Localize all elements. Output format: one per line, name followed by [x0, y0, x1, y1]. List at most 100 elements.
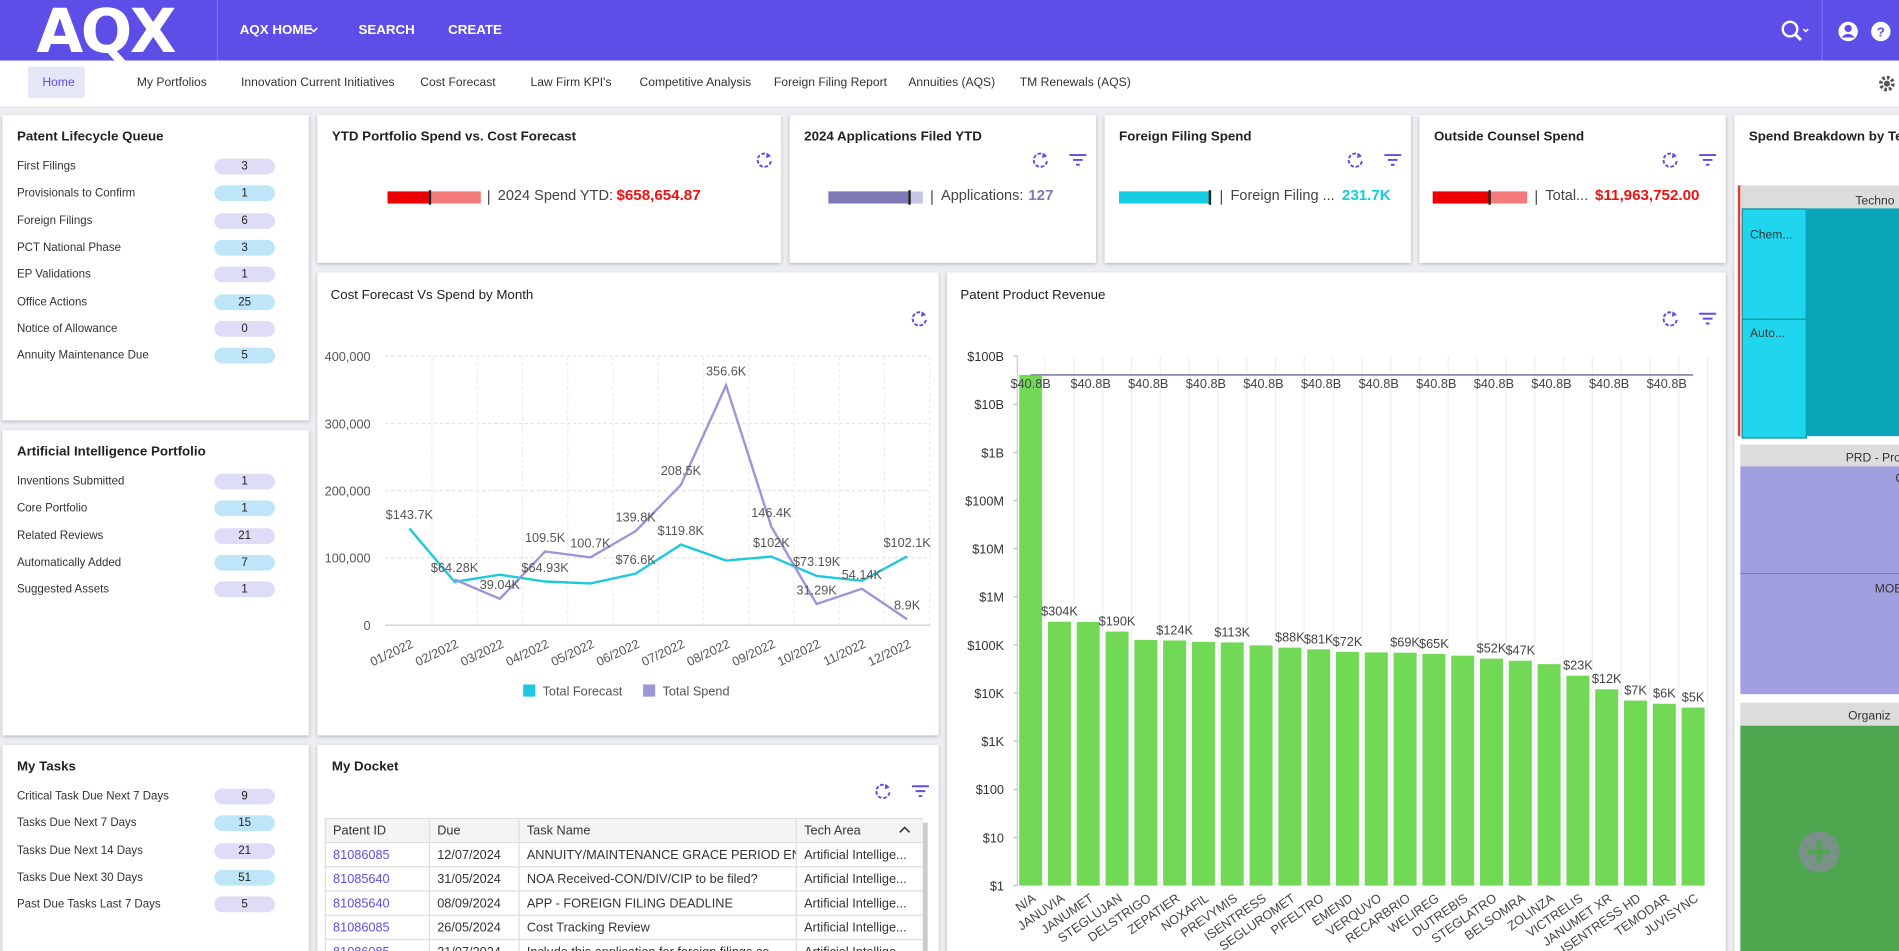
nav-item[interactable]: SEARCH	[358, 23, 415, 38]
filter-icon[interactable]	[1698, 150, 1717, 169]
treemap-cell[interactable]	[1741, 208, 1807, 320]
count-badge[interactable]: 5	[214, 347, 275, 364]
tab[interactable]: My Portfolios	[136, 76, 207, 90]
treemap-panel: Spend Breakdown by Tech Techno Chem... A…	[1734, 115, 1899, 951]
tab[interactable]: TM Renewals (AQS)	[1019, 76, 1131, 90]
count-badge[interactable]: 15	[214, 815, 275, 832]
cell: Include this application for foreign fil…	[518, 938, 797, 951]
docket-table-wrap: Patent ID Due Task Name Tech Area 81086085 12…	[324, 817, 923, 951]
search-icon[interactable]	[1781, 20, 1809, 42]
lifecycle-panel: Patent Lifecycle Queue First Filings 3 Prov…	[2, 115, 309, 421]
tab[interactable]: Cost Forecast	[420, 76, 496, 90]
refresh-icon[interactable]	[873, 781, 892, 800]
sort-icon[interactable]	[899, 825, 911, 835]
treemap-label: Auto...	[1750, 327, 1786, 341]
table-row[interactable]: 8108608531/07/2024Include this applicati…	[324, 938, 923, 951]
tab[interactable]: Innovation Current Initiatives	[241, 76, 395, 90]
filter-icon[interactable]	[1068, 150, 1087, 169]
tab[interactable]: Foreign Filing Report	[773, 76, 887, 90]
divider	[1821, 0, 1823, 61]
count-badge[interactable]: 21	[214, 527, 275, 544]
nav-caret[interactable]	[309, 27, 319, 34]
cell: APP - FOREIGN FILING DEADLINE	[518, 890, 797, 916]
count-badge[interactable]: 6	[214, 212, 275, 229]
kpi-label: 2024 Spend YTD:	[497, 186, 614, 204]
treemap-label: PRD - Produ	[1845, 451, 1899, 466]
docket-table: Patent ID Due Task Name Tech Area 81086085 12…	[324, 817, 923, 951]
cell: 12/07/2024	[428, 841, 520, 868]
refresh-icon[interactable]	[1031, 150, 1050, 169]
treemap-label: MOB	[1874, 582, 1899, 597]
bullet-bar	[828, 191, 909, 204]
treemap-label: Organiz	[1848, 709, 1891, 724]
item-label: PCT National Phase	[16, 240, 121, 255]
treemap-label: C	[1895, 472, 1899, 485]
cell: 81085640	[324, 890, 430, 916]
settings-icon[interactable]	[1878, 75, 1895, 92]
nav-item[interactable]: CREATE	[448, 23, 502, 38]
user-icon[interactable]	[1838, 21, 1858, 42]
cell: 81086085	[324, 938, 430, 951]
count-badge[interactable]: 1	[214, 266, 275, 283]
column-header[interactable]: Patent ID	[324, 817, 430, 844]
item-label: Tasks Due Next 7 Days	[16, 816, 137, 831]
refresh-icon[interactable]	[1346, 150, 1365, 169]
treemap-cell[interactable]	[1805, 208, 1899, 437]
tab[interactable]: Annuities (AQS)	[908, 76, 996, 90]
kpi-card: Outside Counsel Spend Total... $11,963,752…	[1419, 115, 1726, 263]
count-badge[interactable]: 1	[214, 500, 275, 517]
tab[interactable]: Competitive Analysis	[639, 76, 752, 90]
count-badge[interactable]: 5	[214, 896, 275, 913]
logo[interactable]: AQX	[36, 0, 176, 67]
tab[interactable]: Home	[42, 76, 75, 90]
add-button[interactable]	[1797, 830, 1841, 874]
count-badge[interactable]: 7	[214, 554, 275, 571]
kpi-card: Foreign Filing Spend Foreign Filing ... 23…	[1104, 115, 1411, 263]
count-badge[interactable]: 1	[214, 581, 275, 598]
count-badge[interactable]: 1	[214, 185, 275, 202]
help-icon[interactable]: ?	[1871, 21, 1891, 42]
separator	[1535, 190, 1537, 205]
filter-icon[interactable]	[1383, 150, 1402, 169]
count-badge[interactable]: 3	[214, 158, 275, 175]
table-row[interactable]: 81085640 31/05/2024 NOA Received-CON/DIV/C…	[324, 866, 923, 892]
card-title: Outside Counsel Spend	[1433, 129, 1585, 145]
top-bar: AQX ? AQX HOME SEARCH CREATE	[0, 0, 1899, 67]
count-badge[interactable]: 9	[214, 788, 275, 805]
count-badge[interactable]: 51	[214, 869, 275, 886]
count-badge[interactable]: 21	[214, 842, 275, 859]
filter-icon[interactable]	[1698, 309, 1717, 328]
table-row[interactable]: 81086085 12/07/2024 ANNUITY/MAINTENANCE GR…	[324, 841, 923, 868]
kpi-card: YTD Portfolio Spend vs. Cost Forecast 202…	[317, 115, 782, 263]
docket-panel: My Docket Patent ID Due Task Name Tech Area…	[317, 745, 939, 951]
count-badge[interactable]: 3	[214, 239, 275, 256]
cell: Artificial Intellige...	[795, 914, 923, 941]
treemap-cell[interactable]	[1740, 466, 1899, 575]
refresh-icon[interactable]	[910, 309, 929, 328]
tab[interactable]: Law Firm KPI's	[530, 76, 612, 90]
item-label: Notice of Allowance	[16, 322, 118, 336]
tab-bar: Home My Portfolios Innovation Current Init…	[0, 60, 1899, 108]
column-header[interactable]: Task Name	[518, 817, 797, 844]
cell: ANNUITY/MAINTENANCE GRACE PERIOD EN...	[518, 841, 797, 868]
refresh-icon[interactable]	[1660, 309, 1679, 328]
count-badge[interactable]: 1	[214, 473, 275, 490]
count-badge[interactable]: 0	[214, 320, 275, 337]
filter-icon[interactable]	[911, 781, 930, 800]
kpi-card: 2024 Applications Filed YTD Applications:…	[789, 115, 1097, 263]
treemap-cell[interactable]	[1740, 574, 1899, 695]
kpi-value: $658,654.87	[616, 186, 701, 204]
table-row[interactable]: 81085640 08/09/2024 APP - FOREIGN FILING D…	[324, 890, 923, 916]
item-label: EP Validations	[16, 267, 91, 282]
treemap-marker	[1737, 185, 1741, 437]
table-row[interactable]: 81086085 26/05/2024 Cost Tracking Review Ar…	[324, 914, 923, 941]
nav-item[interactable]: AQX HOME	[239, 23, 313, 38]
count-badge[interactable]: 25	[214, 293, 275, 310]
refresh-icon[interactable]	[1660, 150, 1679, 169]
header-icons: ?	[1781, 20, 1891, 42]
column-header[interactable]: Due	[428, 817, 520, 844]
treemap-label: Chem...	[1750, 228, 1793, 243]
item-label: Tasks Due Next 30 Days	[16, 870, 143, 885]
refresh-icon[interactable]	[755, 150, 774, 169]
